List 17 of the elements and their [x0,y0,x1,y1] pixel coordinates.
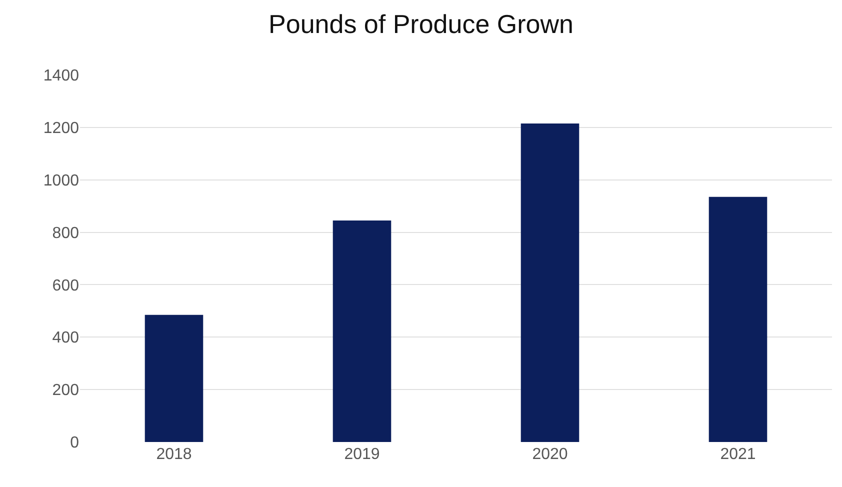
y-tick-label: 1200 [43,120,80,138]
y-tick-label: 800 [52,224,80,242]
bar [520,124,580,442]
x-tick-label: 2019 [344,446,380,463]
y-tick-label: 1000 [43,172,80,190]
y-tick-label: 0 [70,434,80,452]
y-tick-label: 400 [52,330,80,347]
chart-title: Pounds of Produce Grown [268,8,574,39]
x-tick-label: 2018 [156,446,192,463]
x-tick-label: 2021 [720,446,756,463]
bar [144,314,204,442]
y-tick-label: 1400 [43,68,80,85]
bar [708,196,768,442]
y-tick-label: 600 [52,277,80,294]
y-tick-label: 200 [52,382,80,400]
x-tick-label: 2020 [532,446,568,463]
bar [332,220,392,442]
